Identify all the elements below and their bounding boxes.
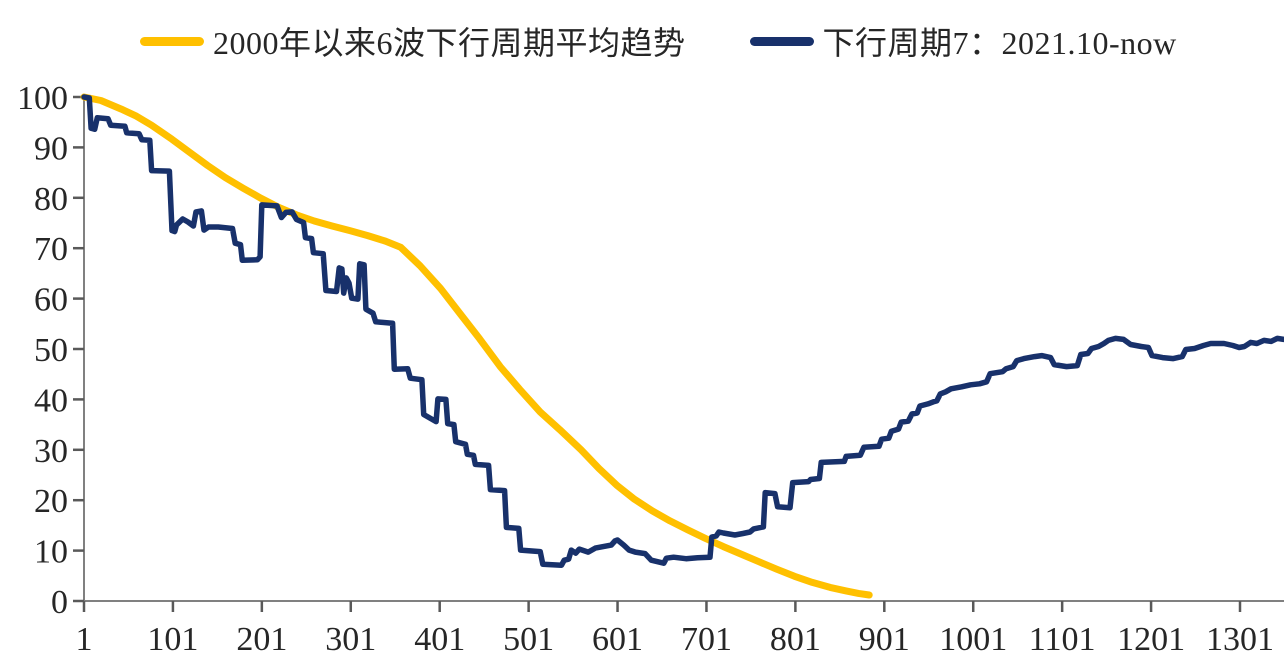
y-tick-label: 20 [34,483,68,520]
x-tick-label: 201 [236,621,287,658]
x-tick-label: 601 [592,621,643,658]
x-tick-label: 501 [503,621,554,658]
x-tick-label: 301 [325,621,376,658]
y-tick-label: 40 [34,382,68,419]
x-tick-label: 101 [147,621,198,658]
legend-item-cycle7: 下行周期7：2021.10-now [749,18,1177,64]
x-tick-label: 401 [414,621,465,658]
x-tick-label: 1101 [1029,621,1096,658]
y-tick-label: 0 [51,584,68,621]
legend-item-average-trend: 2000年以来6波下行周期平均趋势 [140,18,686,64]
x-tick-label: 901 [859,621,910,658]
y-tick-label: 30 [34,433,68,470]
y-tick-label: 50 [34,332,68,369]
x-tick-label: 1 [76,621,93,658]
x-tick-label: 1301 [1206,621,1274,658]
x-tick-label: 1001 [939,621,1007,658]
legend-line-swatch-cycle7 [749,36,814,46]
legend-label-cycle7: 下行周期7：2021.10-now [822,25,1177,61]
chart-legend: 2000年以来6波下行周期平均趋势 下行周期7：2021.10-now [140,18,1177,64]
y-tick-label: 70 [34,231,68,268]
series-line-1 [81,94,1284,568]
series-line-0 [80,93,873,599]
y-tick-label: 80 [34,181,68,218]
y-tick-label: 100 [17,80,68,117]
legend-label-average-trend: 2000年以来6波下行周期平均趋势 [213,25,686,61]
y-tick-label: 90 [34,130,68,167]
x-tick-label: 801 [770,621,821,658]
legend-line-swatch-average-trend [140,36,204,46]
y-tick-label: 60 [34,282,68,319]
x-tick-label: 701 [681,621,732,658]
x-tick-label: 1201 [1117,621,1185,658]
y-tick-label: 10 [34,534,68,571]
